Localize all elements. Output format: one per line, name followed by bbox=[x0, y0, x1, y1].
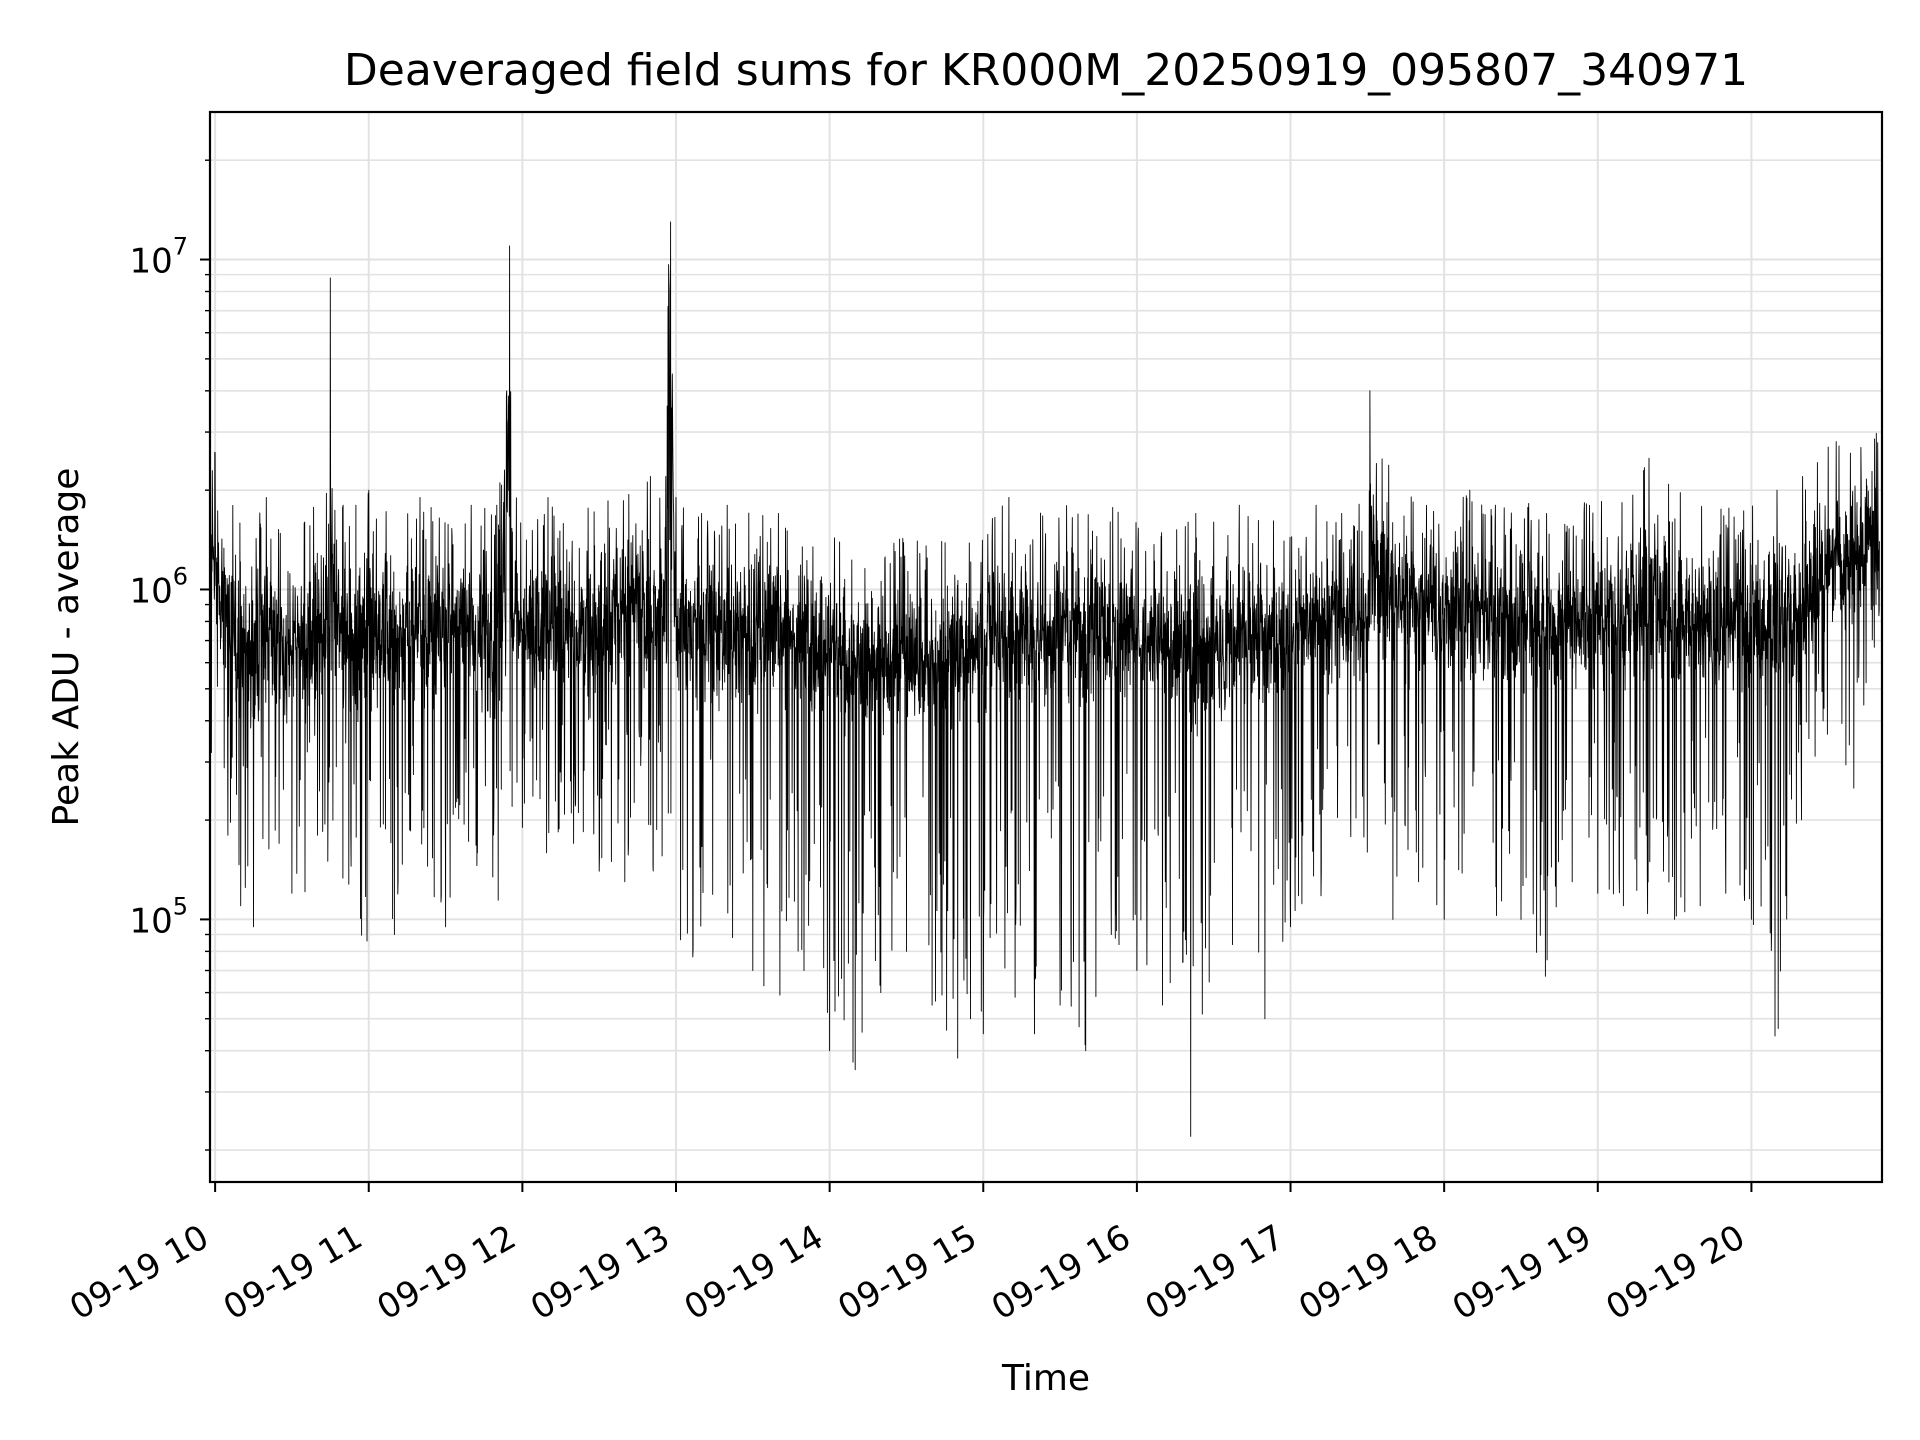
plot-frame bbox=[208, 110, 1884, 1184]
series-line bbox=[209, 221, 1880, 1137]
series-polyline bbox=[209, 221, 1880, 1137]
chart-title: Deaveraged field sums for KR000M_2025091… bbox=[344, 45, 1748, 96]
y-tick-label: 107 bbox=[129, 233, 188, 282]
y-tick-label: 106 bbox=[129, 562, 188, 611]
y-tick-label: 105 bbox=[129, 892, 188, 941]
grid-lines bbox=[210, 112, 1882, 1182]
x-axis-label: Time bbox=[1001, 1358, 1090, 1399]
y-axis-label: Peak ADU - average bbox=[46, 468, 87, 827]
y-axis: 105 106 107 bbox=[129, 159, 210, 1151]
